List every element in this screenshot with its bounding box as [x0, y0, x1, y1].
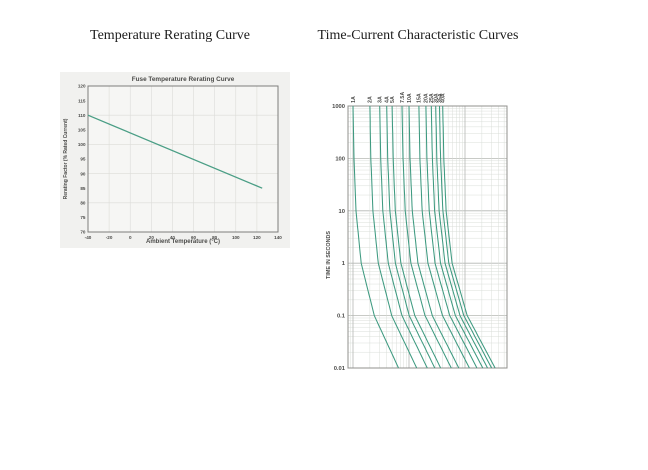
x-tick-label: 120 — [253, 235, 261, 240]
curve-label-2A: 2A — [368, 96, 374, 103]
curve-40A — [442, 105, 496, 369]
curve-5A — [391, 105, 442, 369]
plot-border — [347, 105, 508, 369]
y-tick-label: 1000 — [332, 104, 345, 110]
y-tick-label: 85 — [80, 186, 86, 191]
curve-10A — [408, 105, 460, 369]
x-axis-label: Ambient Temperature (°C) — [146, 239, 220, 245]
right-section-title: Time-Current Characteristic Curves — [317, 28, 519, 43]
y-tick-label: 95 — [80, 157, 86, 162]
y-axis-label: Rerating Factor (% Rated Current) — [63, 118, 69, 199]
curve-35A — [438, 105, 493, 369]
time-current-svg: 1000 100 10 1 0.1 0.01 TIME IN SECONDS 1A 2A 3A 4A… — [326, 92, 508, 372]
curve-label-25A: 25A — [429, 93, 435, 103]
y-tick-label: 0.01 — [334, 366, 346, 372]
curve-label-20A: 20A — [424, 93, 430, 103]
curve-3A — [379, 105, 428, 369]
y-tick-label: 75 — [80, 215, 86, 220]
x-tick-label: 100 — [232, 235, 240, 240]
time-current-characteristic-chart: 1000 100 10 1 0.1 0.01 TIME IN SECONDS 1A 2A 3A 4A… — [322, 80, 522, 380]
y-tick-label: 110 — [78, 113, 86, 118]
rerating-line — [87, 114, 263, 189]
curve-25A — [430, 105, 484, 369]
curve-1A — [352, 105, 399, 369]
plot-border — [87, 85, 279, 233]
x-tick-label: 60 — [191, 235, 197, 240]
curve-15A — [418, 105, 470, 369]
y-tick-label: 115 — [78, 98, 86, 103]
x-tick-label: 40 — [170, 235, 176, 240]
curve-20A — [425, 105, 478, 369]
y-tick-label: 120 — [78, 84, 86, 89]
y-tick-label: 1 — [342, 261, 346, 267]
y-tick-label: 105 — [78, 128, 86, 133]
curve-7.5A — [401, 105, 452, 369]
curve-2A — [369, 105, 418, 369]
y-tick-label: 70 — [80, 230, 86, 235]
x-tick-label: -20 — [106, 235, 113, 240]
curve-4A — [386, 105, 436, 369]
y-tick-label: 100 — [78, 142, 86, 147]
y-tick-label: 100 — [335, 156, 345, 162]
y-tick-label: 90 — [80, 171, 86, 176]
chart-title: Fuse Temperature Rerating Curve — [132, 76, 235, 83]
curve-label-7.5A: 7.5A — [400, 92, 406, 103]
y-tick-label: 80 — [80, 201, 86, 206]
y-tick-label: 10 — [339, 209, 345, 215]
curve-30A — [435, 105, 488, 369]
x-tick-label: 0 — [129, 235, 132, 240]
x-tick-label: -40 — [85, 235, 92, 240]
curve-label-10A: 10A — [407, 93, 413, 103]
rerating-svg: 120 115 110 105 100 95 90 85 80 75 70-40 -20 0 20 40 60… — [63, 76, 282, 245]
curve-label-1A: 1A — [351, 96, 357, 103]
curve-label-4A: 4A — [385, 96, 391, 103]
x-tick-label: 20 — [149, 235, 155, 240]
left-section-title: Temperature Rerating Curve — [90, 28, 250, 43]
curve-label-30A: 30A — [434, 93, 440, 103]
temperature-rerating-chart: 120 115 110 105 100 95 90 85 80 75 70 -40 -20 0 20 40 60… — [60, 72, 290, 248]
y-tick-label: 0.1 — [337, 314, 346, 320]
curve-label-15A: 15A — [417, 93, 423, 103]
curve-label-5A: 5A — [390, 96, 396, 103]
plot-area — [88, 86, 278, 232]
x-tick-label: 140 — [274, 235, 282, 240]
x-tick-label: 80 — [212, 235, 218, 240]
y-axis-label: TIME IN SECONDS — [326, 231, 332, 279]
curve-label-3A: 3A — [378, 96, 384, 103]
curve-label-35A: 35A — [437, 93, 443, 103]
curve-label-40A: 40A — [441, 93, 447, 103]
